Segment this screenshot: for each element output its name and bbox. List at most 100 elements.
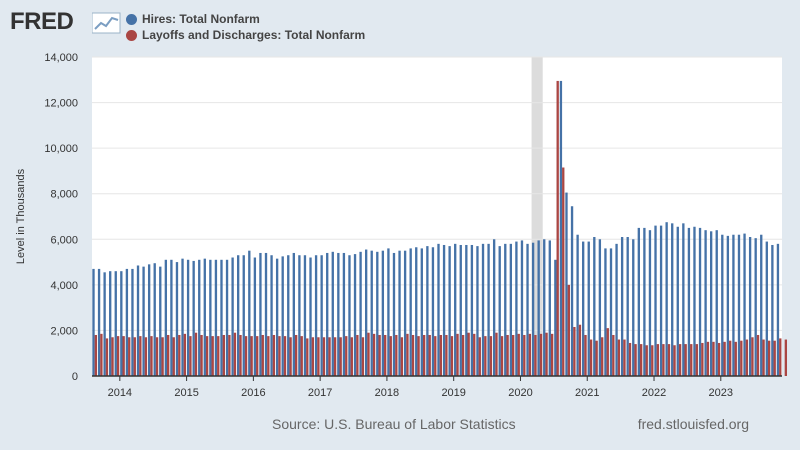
bar-hires [587,241,590,376]
x-tick-label: 2014 [108,387,132,399]
bar-hires [131,268,134,376]
bar-hires [147,264,151,376]
bar-layoffs [239,334,242,376]
bar-layoffs [278,336,281,376]
bar-hires [376,251,379,376]
legend-label-hires: Hires: Total Nonfarm [142,12,260,26]
bar-hires [704,230,707,376]
bar-hires [565,192,568,376]
bar-hires [687,227,691,376]
legend-item-layoffs[interactable]: Layoffs and Discharges: Total Nonfarm [126,27,365,43]
bar-hires [620,237,624,376]
bar-layoffs [183,333,187,376]
bar-layoffs [378,334,381,376]
bar-layoffs [328,337,331,376]
bar-layoffs [111,337,114,376]
bar-hires [626,237,629,376]
chart-area[interactable]: 0 2,000 4,000 6,000 8,000 10,000 12,000 14,000 L… [0,0,800,410]
logo-graph-icon [92,12,121,34]
legend-marker-layoffs [126,29,137,41]
bar-layoffs [283,336,287,376]
bar-layoffs [584,334,587,376]
bar-layoffs [656,344,660,376]
bar-layoffs [478,337,481,376]
bar-layoffs [445,334,448,376]
bar-hires [270,255,273,376]
bar-hires [420,248,423,376]
bar-layoffs [512,334,515,376]
y-tick-label: 8,000 [50,189,78,201]
bar-layoffs [489,336,493,376]
bar-hires [604,248,607,376]
bar-layoffs [439,334,443,376]
bar-layoffs [779,338,782,376]
bar-layoffs [289,337,292,376]
x-tick-label: 2021 [575,387,599,399]
chart-header: FRED Hires: Total Nonfarm Layoffs and Di… [8,6,792,42]
bar-layoffs [467,332,470,376]
bar-hires [459,244,462,376]
bar-hires [748,237,752,376]
bar-layoffs [573,327,576,376]
bar-layoffs [194,332,198,376]
chart-legend: Hires: Total Nonfarm Layoffs and Dischar… [126,11,365,43]
bar-layoffs [428,334,431,376]
bar-layoffs [734,341,737,376]
bar-hires [509,243,513,376]
bar-layoffs [556,80,559,377]
bar-layoffs [361,337,365,376]
bar-layoffs [356,334,359,376]
recession-shading [531,57,543,376]
bar-layoffs [578,324,582,376]
bar-hires [431,247,435,376]
bar-hires [654,225,657,376]
bar-hires [709,231,713,376]
bar-hires [164,259,168,376]
bar-layoffs [623,339,626,376]
bar-hires [665,222,668,376]
bar-layoffs [200,334,203,376]
bar-hires [465,244,468,376]
x-tick-label: 2019 [441,387,465,399]
bar-hires [576,234,579,376]
site-link[interactable]: fred.stlouisfed.org [637,416,749,432]
bar-layoffs [406,333,409,376]
bar-hires [698,227,702,376]
bar-layoffs [300,336,303,376]
bar-hires [114,271,117,376]
bar-layoffs [684,344,687,376]
bar-hires [754,238,757,376]
bar-layoffs [311,337,315,376]
bar-layoffs [539,333,543,376]
bar-hires [242,255,245,376]
bar-layoffs [673,345,676,376]
bar-hires [248,250,251,376]
bar-layoffs [133,337,136,376]
bar-layoffs [690,344,693,376]
fred-logo-text: FRED [10,8,74,35]
bar-layoffs [740,340,743,376]
bar-layoffs [205,336,209,376]
bar-layoffs [139,336,142,376]
bar-layoffs [601,337,604,376]
bar-hires [331,251,334,376]
bar-layoffs [189,336,192,376]
bar-hires [225,259,229,376]
bar-layoffs [678,344,682,376]
bar-hires [531,242,535,376]
bar-layoffs [211,336,214,376]
bar-hires [337,252,340,376]
bar-hires [403,250,407,376]
bar-layoffs [434,336,437,376]
bar-layoffs [701,342,704,376]
bar-hires [159,266,162,376]
chart-footer: Source: U.S. Bureau of Labor Statistics … [0,416,800,436]
bar-layoffs [495,332,498,376]
bar-hires [721,234,724,376]
bar-hires [543,239,546,376]
bar-layoffs [712,341,715,376]
legend-item-hires[interactable]: Hires: Total Nonfarm [126,11,365,27]
bar-hires [314,255,318,376]
bar-hires [353,254,357,376]
fred-logo[interactable]: FRED [10,8,122,38]
